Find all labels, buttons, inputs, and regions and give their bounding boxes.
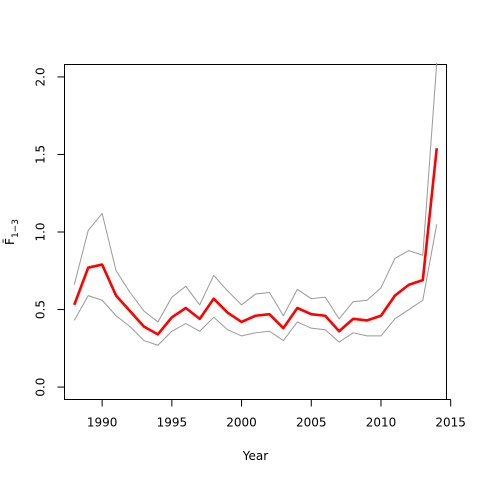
y-axis: 0.0 0.5 1.0 1.5 2.0 [34,67,65,397]
y-axis-title-main: F̄ [3,238,17,245]
x-tick-label: 2005 [296,416,327,430]
y-tick-label: 1.5 [34,145,48,164]
x-tick-label: 2015 [435,416,466,430]
y-tick-label: 0.0 [34,378,48,397]
series-line-lower [73,224,438,346]
y-axis-title-subscript: 1−3 [11,219,21,238]
y-tick-label: 1.0 [34,222,48,241]
x-tick-label: 1990 [87,416,118,430]
series-lines [73,62,439,346]
series-line-estimate [73,148,439,336]
x-tick-label: 1995 [157,416,188,430]
y-axis-title: F̄1−3 [3,219,21,245]
x-tick-label: 2000 [226,416,257,430]
x-axis: 1990 1995 2000 2005 2010 2015 [87,399,466,430]
plot-box [64,64,447,400]
svg-text:F̄1−3: F̄1−3 [3,219,21,245]
x-tick-label: 2010 [366,416,397,430]
x-axis-title: Year [242,449,268,463]
series-line-upper [73,62,438,323]
y-tick-label: 0.5 [34,300,48,319]
y-tick-label: 2.0 [34,67,48,86]
